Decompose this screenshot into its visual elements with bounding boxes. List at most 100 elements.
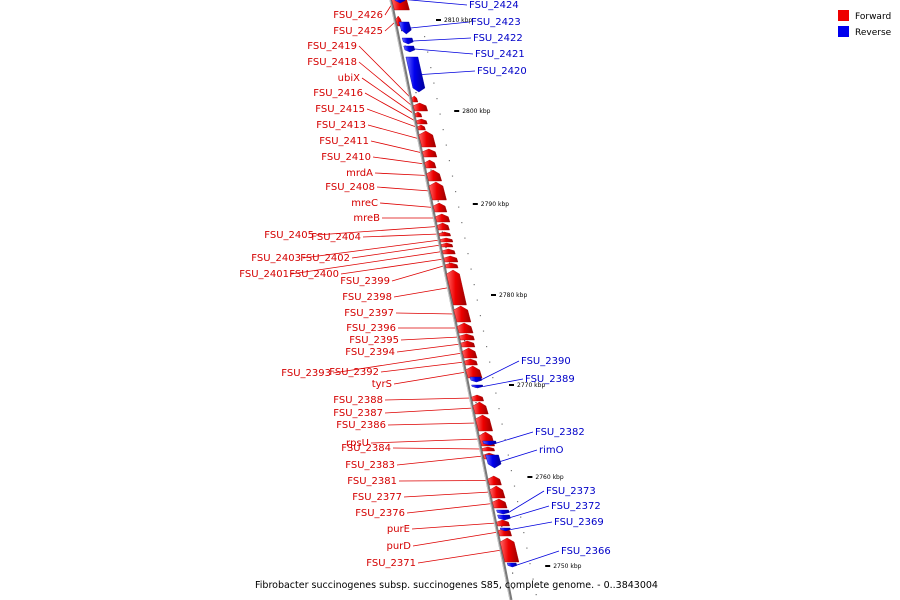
label-connectors bbox=[290, 0, 560, 566]
gene-label-fsu-2398[interactable]: FSU_2398 bbox=[342, 292, 392, 303]
fsu-2394-connector bbox=[396, 343, 461, 353]
gene-label-fsu-2393[interactable]: FSU_2393 bbox=[281, 368, 331, 379]
fsu-2422-connector bbox=[413, 37, 472, 42]
gene-label-fsu-2371[interactable]: FSU_2371 bbox=[366, 558, 416, 569]
fsu-2387-gene-block bbox=[472, 401, 489, 415]
gene-label-rimo[interactable]: rimO bbox=[539, 445, 564, 456]
gene-label-rpsu[interactable]: rpsU bbox=[346, 438, 369, 449]
tick-label: 2790 kbp bbox=[481, 201, 509, 208]
gene-label-mrda[interactable]: mrdA bbox=[346, 168, 373, 179]
sequence-dot bbox=[445, 247, 447, 249]
gene-label-fsu-2425[interactable]: FSU_2425 bbox=[333, 26, 383, 37]
purd-connector bbox=[412, 531, 499, 547]
fsu-2398-gene-block bbox=[446, 269, 467, 306]
sequence-dot bbox=[475, 402, 477, 404]
gene-label-fsu-2422[interactable]: FSU_2422 bbox=[473, 33, 523, 44]
gene-label-fsu-2376[interactable]: FSU_2376 bbox=[355, 508, 405, 519]
legend-reverse-label: Reverse bbox=[855, 28, 892, 38]
gene-label-fsu-2415[interactable]: FSU_2415 bbox=[315, 104, 365, 115]
fsu-2403-connector bbox=[302, 239, 441, 259]
fsu-2408-connector bbox=[376, 186, 431, 192]
gene-label-fsu-2410[interactable]: FSU_2410 bbox=[321, 152, 371, 163]
fsu-2420-gene-block bbox=[405, 56, 426, 93]
sequence-dot bbox=[473, 284, 475, 286]
rimo-gene-block bbox=[485, 454, 502, 469]
sequence-dot bbox=[520, 516, 522, 518]
genome-caption: Fibrobacter succinogenes subsp. succinog… bbox=[255, 580, 658, 591]
gene-label-fsu-2382[interactable]: FSU_2382 bbox=[535, 427, 585, 438]
gene-label-fsu-2405[interactable]: FSU_2405 bbox=[264, 230, 314, 241]
gene-label-fsu-2369[interactable]: FSU_2369 bbox=[554, 517, 604, 528]
gene-label-fsu-2372[interactable]: FSU_2372 bbox=[551, 501, 601, 512]
gene-label-mreb[interactable]: mreB bbox=[353, 213, 380, 224]
fsu-2392-connector bbox=[380, 361, 465, 373]
ubix-gene-block bbox=[414, 111, 423, 118]
sequence-dot bbox=[445, 144, 447, 146]
gene-label-fsu-2419[interactable]: FSU_2419 bbox=[307, 41, 357, 52]
gene-label-fsu-2399[interactable]: FSU_2399 bbox=[340, 276, 390, 287]
gene-label-fsu-2402[interactable]: FSU_2402 bbox=[300, 253, 350, 264]
gene-label-fsu-2403[interactable]: FSU_2403 bbox=[251, 253, 301, 264]
gene-label-purd[interactable]: purD bbox=[387, 541, 412, 552]
fsu-2413-connector bbox=[367, 124, 420, 140]
fsu-2416-connector bbox=[364, 92, 417, 122]
gene-label-fsu-2395[interactable]: FSU_2395 bbox=[349, 335, 399, 346]
gene-label-fsu-2418[interactable]: FSU_2418 bbox=[307, 57, 357, 68]
gene-label-fsu-2387[interactable]: FSU_2387 bbox=[333, 408, 383, 419]
gene-label-fsu-2404[interactable]: FSU_2404 bbox=[311, 232, 361, 243]
gene-label-fsu-2401[interactable]: FSU_2401 bbox=[239, 269, 289, 280]
gene-label-fsu-2386[interactable]: FSU_2386 bbox=[336, 420, 386, 431]
gene-label-fsu-2411[interactable]: FSU_2411 bbox=[319, 136, 369, 147]
gene-label-fsu-2390[interactable]: FSU_2390 bbox=[521, 356, 571, 367]
gene-label-fsu-2389[interactable]: FSU_2389 bbox=[525, 374, 575, 385]
gene-label-ubix[interactable]: ubiX bbox=[338, 73, 360, 84]
fsu-2372-gene-block bbox=[497, 514, 511, 521]
gene-label-fsu-2373[interactable]: FSU_2373 bbox=[546, 486, 596, 497]
legend-forward-swatch bbox=[838, 10, 849, 21]
sequence-dot bbox=[479, 315, 481, 317]
gene-label-fsu-2420[interactable]: FSU_2420 bbox=[477, 66, 527, 77]
gene-label-fsu-2384[interactable]: FSU_2384 bbox=[341, 443, 391, 454]
fsu-2402-connector bbox=[351, 244, 442, 259]
sequence-dot bbox=[464, 340, 466, 342]
gene-label-fsu-2396[interactable]: FSU_2396 bbox=[346, 323, 396, 334]
tick-label: 2810 kbp bbox=[444, 17, 472, 24]
gene-label-tyrs[interactable]: tyrS bbox=[372, 379, 392, 390]
gene-label-fsu-2377[interactable]: FSU_2377 bbox=[352, 492, 402, 503]
fsu-2377-connector bbox=[403, 491, 491, 498]
fsu-2426-gene-block bbox=[391, 0, 410, 11]
gene-label-fsu-2381[interactable]: FSU_2381 bbox=[347, 476, 397, 487]
fsu-2399-gene-block bbox=[444, 262, 459, 269]
gene-label-fsu-2366[interactable]: FSU_2366 bbox=[561, 546, 611, 557]
gene-label-fsu-2408[interactable]: FSU_2408 bbox=[325, 182, 375, 193]
fsu-2386-gene-block bbox=[475, 414, 493, 432]
gene-label-fsu-2394[interactable]: FSU_2394 bbox=[345, 347, 395, 358]
gene-label-fsu-2397[interactable]: FSU_2397 bbox=[344, 308, 394, 319]
gene-label-fsu-2421[interactable]: FSU_2421 bbox=[475, 49, 525, 60]
gene-label-fsu-2426[interactable]: FSU_2426 bbox=[333, 10, 383, 21]
tick-label: 2760 kbp bbox=[535, 474, 563, 481]
sequence-dot bbox=[476, 299, 478, 301]
gene-label-fsu-2388[interactable]: FSU_2388 bbox=[333, 395, 383, 406]
gene-label-fsu-2400[interactable]: FSU_2400 bbox=[289, 269, 339, 280]
gene-blocks bbox=[391, 0, 520, 568]
fsu-2415-connector bbox=[366, 108, 418, 128]
fsu-2404-gene-block bbox=[438, 231, 451, 237]
fsu-2387-connector bbox=[384, 407, 474, 414]
gene-label-fsu-2424[interactable]: FSU_2424 bbox=[469, 0, 519, 11]
sequence-dot bbox=[517, 501, 519, 503]
tick-mark bbox=[454, 110, 460, 112]
tick-label: 2750 kbp bbox=[553, 563, 581, 570]
gene-label-fsu-2392[interactable]: FSU_2392 bbox=[329, 367, 379, 378]
fsu-2381-gene-block bbox=[487, 475, 502, 486]
gene-label-fsu-2416[interactable]: FSU_2416 bbox=[313, 88, 363, 99]
gene-label-pure[interactable]: purE bbox=[387, 524, 410, 535]
gene-label-fsu-2413[interactable]: FSU_2413 bbox=[316, 120, 366, 131]
fsu-2373-gene-block bbox=[496, 509, 510, 515]
fsu-2373-connector bbox=[509, 490, 545, 513]
fsu-2388-connector bbox=[384, 397, 472, 401]
gene-label-mrec[interactable]: mreC bbox=[351, 198, 378, 209]
gene-label-fsu-2423[interactable]: FSU_2423 bbox=[471, 17, 521, 28]
legend: Forward Reverse bbox=[838, 10, 892, 38]
gene-label-fsu-2383[interactable]: FSU_2383 bbox=[345, 460, 395, 471]
